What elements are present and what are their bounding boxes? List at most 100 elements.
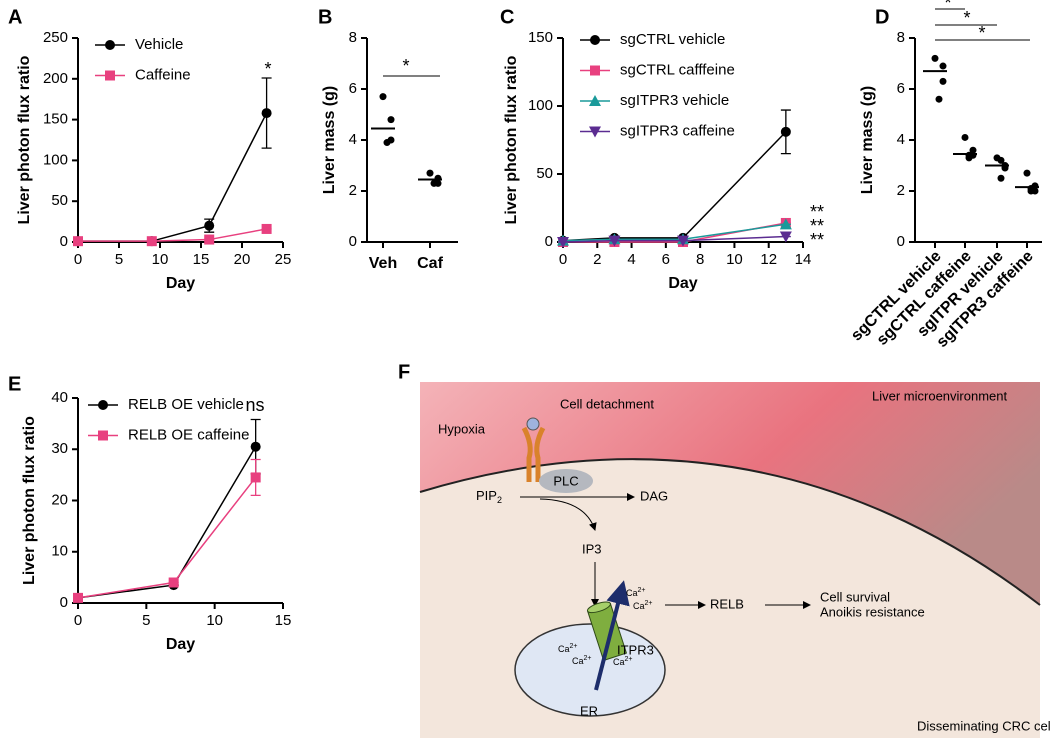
ion: Ca (572, 656, 584, 666)
panel-label: A (8, 6, 22, 28)
x-tick-label: 15 (275, 612, 292, 629)
ion: Ca (626, 588, 638, 598)
y-tick-label: 0 (897, 233, 905, 250)
point (387, 116, 395, 124)
y-tick-label: 0 (60, 594, 68, 611)
x-tick-label: Veh (369, 255, 397, 272)
legend-marker (589, 95, 601, 106)
series-line (562, 131, 787, 242)
ion-charge: 2+ (625, 656, 633, 663)
point (250, 472, 261, 483)
annotation: * (963, 8, 970, 28)
arrow (539, 498, 597, 531)
label: Cell detachment (560, 396, 654, 411)
legend-marker (590, 65, 600, 76)
point (961, 133, 969, 141)
y-tick-label: 0 (545, 233, 553, 250)
point (204, 220, 215, 231)
x-tick-label: 10 (152, 251, 169, 268)
point (1023, 169, 1031, 177)
ion: Ca (633, 601, 645, 611)
x-axis-title: Day (668, 275, 697, 292)
panel-label: F (398, 361, 410, 383)
point (426, 169, 434, 177)
label: Liver microenvironment (872, 388, 1007, 403)
label: PLC (553, 473, 578, 488)
legend-marker (98, 430, 108, 441)
microenvironment (420, 382, 1040, 605)
x-tick-label: 15 (193, 251, 210, 268)
ion-charge: 2+ (638, 587, 646, 594)
y-tick-label: 0 (349, 233, 357, 250)
y-tick-label: 4 (897, 131, 905, 148)
point (73, 236, 83, 247)
ion-label: Ca2+ (633, 600, 653, 612)
label: RELB (710, 596, 744, 611)
x-tick-label: 6 (662, 251, 670, 268)
y-tick-label: 8 (897, 29, 905, 46)
y-tick-label: 100 (528, 97, 553, 114)
y-tick-label: 10 (51, 543, 68, 560)
y-tick-label: 6 (897, 80, 905, 97)
legend-marker (589, 126, 601, 138)
y-tick-label: 50 (51, 192, 68, 209)
ion-charge: 2+ (584, 655, 592, 662)
series-line (78, 112, 268, 242)
legend-marker (105, 40, 115, 50)
panel-label: D (875, 6, 889, 28)
x-tick-label: 10 (206, 612, 223, 629)
x-tick-label: 10 (726, 251, 743, 268)
point (969, 146, 977, 154)
y-axis-title: Liver photon flux ratio (503, 55, 520, 224)
annotation: ** (810, 202, 824, 222)
ion: Ca (613, 657, 625, 667)
point (73, 592, 83, 603)
point (608, 235, 621, 247)
annotation: * (944, 0, 951, 13)
legend-marker (105, 70, 115, 81)
panel-label: C (500, 6, 514, 28)
y-axis-title: Liver mass (g) (321, 86, 338, 194)
point (1027, 184, 1035, 192)
x-tick-label: 2 (593, 251, 601, 268)
y-tick-label: 0 (60, 233, 68, 250)
label: IP3 (582, 541, 602, 556)
point (965, 151, 973, 159)
y-axis-title: Liver photon flux ratio (16, 55, 33, 224)
x-axis-title: Day (166, 275, 195, 292)
y-tick-label: 20 (51, 491, 68, 508)
y-tick-label: 250 (43, 29, 68, 46)
label: ER (580, 703, 598, 718)
label: DAG (640, 488, 668, 503)
point (168, 577, 179, 588)
x-axis-title: Day (166, 636, 195, 653)
point (146, 236, 157, 247)
x-tick-label: 5 (115, 251, 123, 268)
point (430, 179, 438, 187)
legend-marker (590, 35, 600, 45)
point (779, 218, 792, 230)
legend-label: sgITPR3 caffeine (620, 122, 735, 139)
ion: Ca (558, 644, 570, 654)
legend-label: Caffeine (135, 66, 191, 83)
y-tick-label: 2 (349, 182, 357, 199)
ion-charge: 2+ (645, 600, 653, 607)
y-axis-title: Liver photon flux ratio (21, 416, 38, 585)
x-tick-label: Caf (417, 255, 443, 272)
point (779, 231, 792, 243)
y-tick-label: 150 (43, 111, 68, 128)
plc-shape (539, 469, 593, 493)
y-tick-label: 30 (51, 440, 68, 457)
legend-label: sgCTRL vehicle (620, 31, 725, 48)
series-line (562, 235, 786, 243)
er-shape (514, 623, 666, 717)
point (780, 126, 791, 137)
x-tick-label: 12 (760, 251, 777, 268)
point (677, 235, 689, 247)
label: Hypoxia (438, 421, 486, 436)
label: Cell survival (820, 589, 890, 604)
label: Anoikis resistance (820, 604, 925, 619)
x-tick-label: 20 (234, 251, 251, 268)
label: 2 (497, 495, 502, 505)
